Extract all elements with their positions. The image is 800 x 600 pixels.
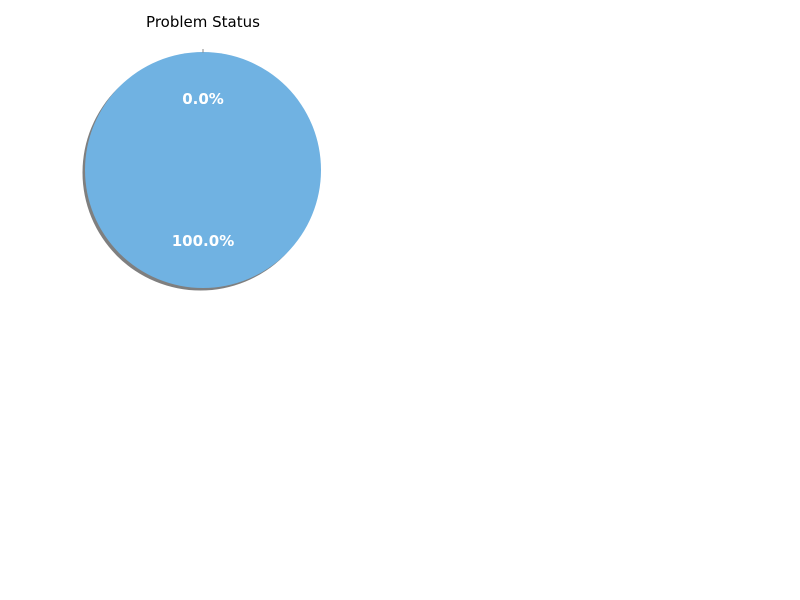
pie-slice-1 <box>85 52 321 288</box>
chart-title: Problem Status <box>146 13 260 31</box>
slice-label-0: 0.0% <box>182 90 224 108</box>
pie-group: 0.0% 100.0% <box>82 49 321 291</box>
slice-label-1: 100.0% <box>172 232 234 250</box>
